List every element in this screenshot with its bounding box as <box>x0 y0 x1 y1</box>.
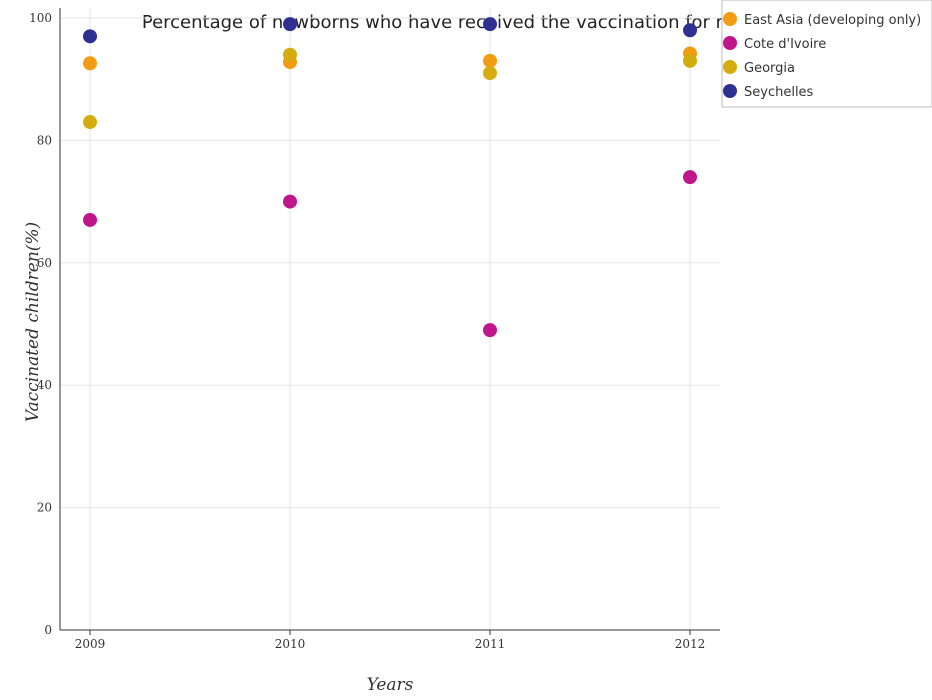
legend-marker <box>723 60 737 74</box>
chart-title: Percentage of newborns who have received… <box>142 12 790 33</box>
y-tick-label: 40 <box>37 378 52 392</box>
y-tick-label: 80 <box>37 133 52 147</box>
legend-label: Cote d'Ivoire <box>744 37 826 52</box>
data-point <box>83 212 97 227</box>
y-axis-label: Vaccinated children(%) <box>23 222 43 422</box>
legend-label: East Asia (developing only) <box>744 13 921 28</box>
x-tick-label: 2009 <box>75 637 106 651</box>
data-point <box>483 17 497 32</box>
data-point <box>83 56 97 71</box>
data-points <box>83 17 697 338</box>
data-point <box>83 115 97 130</box>
data-point <box>683 170 697 185</box>
data-point <box>483 66 497 81</box>
data-point <box>483 53 497 68</box>
data-point <box>283 17 297 32</box>
y-tick-label: 0 <box>44 623 52 637</box>
legend-box <box>721 0 932 108</box>
data-point <box>683 23 697 38</box>
legend-label: Seychelles <box>744 85 814 100</box>
y-tick-label: 60 <box>37 256 52 270</box>
x-tick-label: 2012 <box>675 637 706 651</box>
y-tick-label: 100 <box>29 11 52 25</box>
y-tick-label: 20 <box>37 501 52 515</box>
grid <box>60 8 720 631</box>
data-point <box>83 29 97 44</box>
data-point <box>283 47 297 62</box>
legend-marker <box>723 84 737 98</box>
x-axis-label: Years <box>367 675 414 695</box>
legend-marker <box>723 36 737 50</box>
x-tick-label: 2010 <box>275 637 306 651</box>
legend: East Asia (developing only) Cote d'Ivoire… <box>721 0 932 108</box>
data-point <box>283 194 297 209</box>
legend-label: Georgia <box>744 61 795 76</box>
legend-marker <box>723 12 737 26</box>
data-point <box>683 53 697 68</box>
data-point <box>483 323 497 338</box>
axes: 0 20 40 60 80 100 2009 2010 2011 2012 <box>29 8 720 651</box>
x-tick-label: 2011 <box>475 637 506 651</box>
